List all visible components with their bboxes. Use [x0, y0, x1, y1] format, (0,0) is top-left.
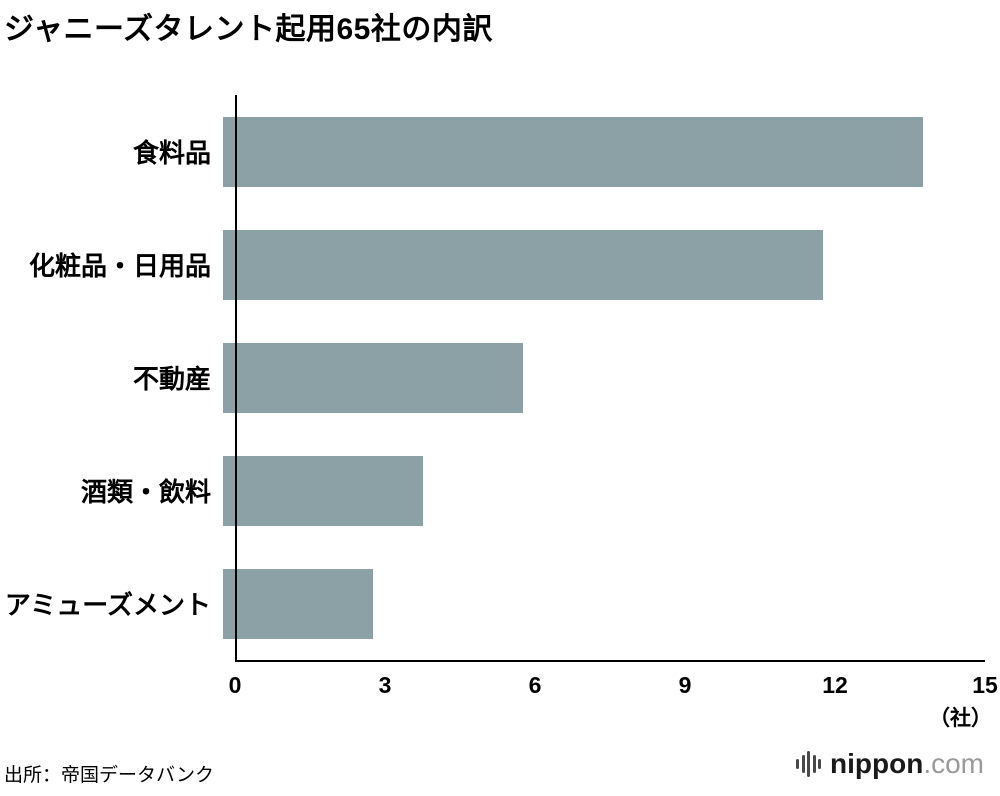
- bar: [223, 342, 523, 413]
- soundwave-icon: [796, 750, 822, 778]
- bar: [223, 455, 423, 526]
- x-tick-label: 9: [678, 672, 692, 698]
- bar-chart: 食料品化粧品・日用品不動産酒類・飲料アミューズメント: [0, 95, 985, 662]
- bar: [223, 229, 823, 300]
- logo-name: nippon: [830, 748, 924, 779]
- x-tick-label: 6: [528, 672, 542, 698]
- bar-row: 食料品: [0, 95, 985, 208]
- x-tick-label: 0: [228, 672, 242, 698]
- bar-track: [223, 568, 973, 639]
- bar-row: アミューズメント: [0, 547, 985, 660]
- category-label: 食料品: [132, 138, 211, 168]
- bar: [223, 568, 373, 639]
- logo-text: nippon.com: [830, 750, 984, 778]
- bar-rows: 食料品化粧品・日用品不動産酒類・飲料アミューズメント: [0, 95, 985, 660]
- bar-row: 不動産: [0, 321, 985, 434]
- bar-row: 酒類・飲料: [0, 434, 985, 547]
- category-label: 酒類・飲料: [80, 477, 211, 507]
- category-label: 不動産: [132, 364, 211, 394]
- axis-unit-label: （社）: [929, 707, 992, 730]
- bar: [223, 116, 923, 187]
- bar-row: 化粧品・日用品: [0, 208, 985, 321]
- bar-track: [223, 342, 973, 413]
- x-tick-label: 12: [822, 672, 848, 698]
- category-label: 化粧品・日用品: [28, 251, 211, 281]
- x-axis-ticks: 0 3 6 9 12 15: [229, 672, 998, 702]
- source-note: 出所：帝国データバンク: [4, 765, 214, 786]
- chart-title: ジャニーズタレント起用65社の内訳: [4, 13, 493, 46]
- logo-tld: .com: [923, 748, 984, 779]
- bar-track: [223, 116, 973, 187]
- x-tick-label: 3: [378, 672, 392, 698]
- x-axis-line: [235, 660, 985, 662]
- y-axis-line: [235, 95, 237, 662]
- bar-track: [223, 455, 973, 526]
- category-label: アミューズメント: [4, 590, 211, 620]
- bar-track: [223, 229, 973, 300]
- nippon-logo: nippon.com: [796, 750, 984, 778]
- x-tick-label: 15: [972, 672, 998, 698]
